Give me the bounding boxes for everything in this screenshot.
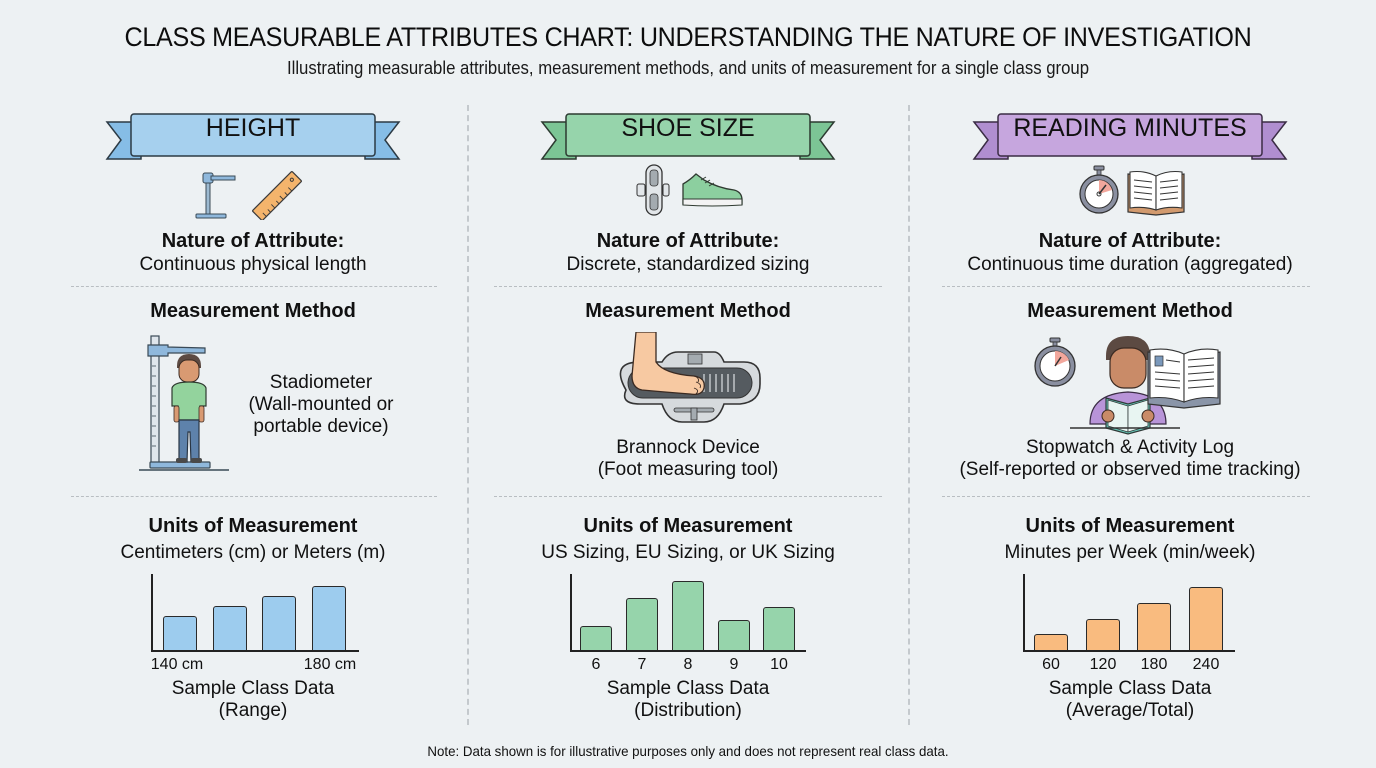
method-detail: (Self-reported or observed time tracking… — [959, 459, 1301, 480]
ruler-icon — [252, 171, 302, 220]
ribbon-banner — [540, 113, 836, 160]
x-tick-label: 60 — [1042, 656, 1060, 673]
method-detail-line2: portable device) — [253, 416, 389, 437]
section-divider — [71, 286, 437, 287]
x-axis — [570, 650, 806, 652]
section-divider — [942, 496, 1310, 497]
stadiometer-person-illustration — [139, 335, 229, 471]
method-heading: Measurement Method — [150, 300, 356, 322]
chart-caption: Sample Class Data — [1048, 678, 1212, 699]
x-tick-label: 8 — [683, 656, 693, 673]
x-tick-label: 240 — [1192, 656, 1220, 673]
x-tick-label: 120 — [1089, 656, 1117, 673]
banner-title: SHOE SIZE — [621, 114, 755, 142]
column-reading-minutes: READING MINUTES Nature of Attribute: Con… — [910, 100, 1350, 730]
ribbon-banner — [105, 113, 401, 160]
x-tick-label: 180 — [1140, 656, 1168, 673]
nature-heading: Nature of Attribute: — [1038, 230, 1222, 252]
chart-caption-sub: (Average/Total) — [1065, 700, 1195, 721]
method-detail: (Foot measuring tool) — [597, 459, 779, 480]
chart-bar — [1137, 603, 1171, 650]
chart-bar — [312, 586, 346, 650]
chart-bar — [1086, 619, 1120, 650]
chart-bar — [580, 626, 612, 650]
chart-bar — [262, 596, 296, 650]
x-tick-label: 6 — [591, 656, 601, 673]
chart-bar — [213, 606, 247, 650]
section-divider — [494, 286, 882, 287]
stopwatch-icon — [1079, 165, 1119, 214]
chart-bar — [718, 620, 750, 650]
chart-bar — [763, 607, 795, 650]
chart-bar — [163, 616, 197, 650]
banner-title: READING MINUTES — [1013, 114, 1247, 142]
person-reading-icon — [1070, 336, 1180, 435]
page-subtitle: Illustrating measurable attributes, meas… — [286, 58, 1090, 78]
chart-caption-sub: (Range) — [218, 700, 288, 721]
stadiometer-icon — [139, 335, 229, 471]
units-text: Centimeters (cm) or Meters (m) — [120, 542, 386, 563]
x-tick-label: 10 — [770, 656, 788, 673]
reader-illustration — [1034, 336, 1221, 435]
x-axis — [1023, 650, 1235, 652]
units-heading: Units of Measurement — [1025, 515, 1235, 537]
method-heading: Measurement Method — [585, 300, 791, 322]
units-heading: Units of Measurement — [583, 515, 793, 537]
brannock-foot-illustration — [619, 332, 761, 423]
nature-text: Continuous time duration (aggregated) — [967, 254, 1293, 275]
units-text: Minutes per Week (min/week) — [1004, 542, 1256, 563]
method-heading: Measurement Method — [1027, 300, 1233, 322]
stadiometer-icon — [195, 172, 236, 219]
column-divider — [908, 105, 910, 725]
chart-caption-sub: (Distribution) — [634, 700, 742, 721]
y-axis — [1023, 574, 1025, 650]
stopwatch-icon — [1034, 337, 1076, 387]
open-book-icon — [1147, 348, 1221, 409]
x-tick-label: 180 cm — [303, 656, 357, 673]
page-title: CLASS MEASURABLE ATTRIBUTES CHART: UNDER… — [124, 22, 1252, 52]
chart-bar — [672, 581, 704, 650]
method-name: Brannock Device — [616, 437, 760, 458]
x-tick-label: 7 — [637, 656, 647, 673]
attribute-icons — [1079, 165, 1185, 216]
x-axis — [151, 650, 359, 652]
section-divider — [494, 496, 882, 497]
chart-bar — [626, 598, 658, 650]
attribute-icons — [636, 164, 743, 216]
column-divider — [467, 105, 469, 725]
column-height: HEIGHT Nature of Attribute: Continuous p… — [33, 100, 473, 730]
nature-heading: Nature of Attribute: — [596, 230, 780, 252]
person-icon — [171, 354, 207, 463]
chart-caption: Sample Class Data — [171, 678, 335, 699]
chart-bar — [1034, 634, 1068, 650]
reading-minutes-bar-chart: 60 120 180 240 — [1023, 574, 1237, 673]
y-axis — [151, 574, 153, 650]
units-heading: Units of Measurement — [148, 515, 358, 537]
units-text: US Sizing, EU Sizing, or UK Sizing — [541, 542, 835, 563]
sneaker-icon — [682, 173, 743, 207]
ribbon-banner — [972, 113, 1288, 160]
nature-text: Discrete, standardized sizing — [566, 254, 810, 275]
method-name: Stopwatch & Activity Log — [1025, 437, 1235, 458]
section-divider — [942, 286, 1310, 287]
brannock-device-icon — [636, 164, 670, 216]
banner-title: HEIGHT — [205, 114, 301, 142]
column-shoe-size: SHOE SIZE Nature of Attribute: Discrete,… — [468, 100, 908, 730]
height-bar-chart: 140 cm 180 cm — [151, 574, 361, 673]
section-divider — [71, 496, 437, 497]
x-tick-label: 9 — [729, 656, 739, 673]
foot-icon — [631, 332, 705, 396]
attribute-icons — [195, 171, 302, 220]
method-detail-line1: (Wall-mounted or — [248, 394, 394, 415]
nature-heading: Nature of Attribute: — [161, 230, 345, 252]
chart-bar — [1189, 587, 1223, 650]
chart-caption: Sample Class Data — [606, 678, 770, 699]
open-book-icon — [1127, 170, 1185, 216]
method-name: Stadiometer — [269, 372, 373, 393]
shoe-size-bar-chart: 6 7 8 9 10 — [570, 574, 810, 673]
x-tick-label: 140 cm — [150, 656, 204, 673]
y-axis — [570, 574, 572, 650]
footer-note: Note: Data shown is for illustrative pur… — [427, 743, 949, 759]
nature-text: Continuous physical length — [139, 254, 367, 275]
